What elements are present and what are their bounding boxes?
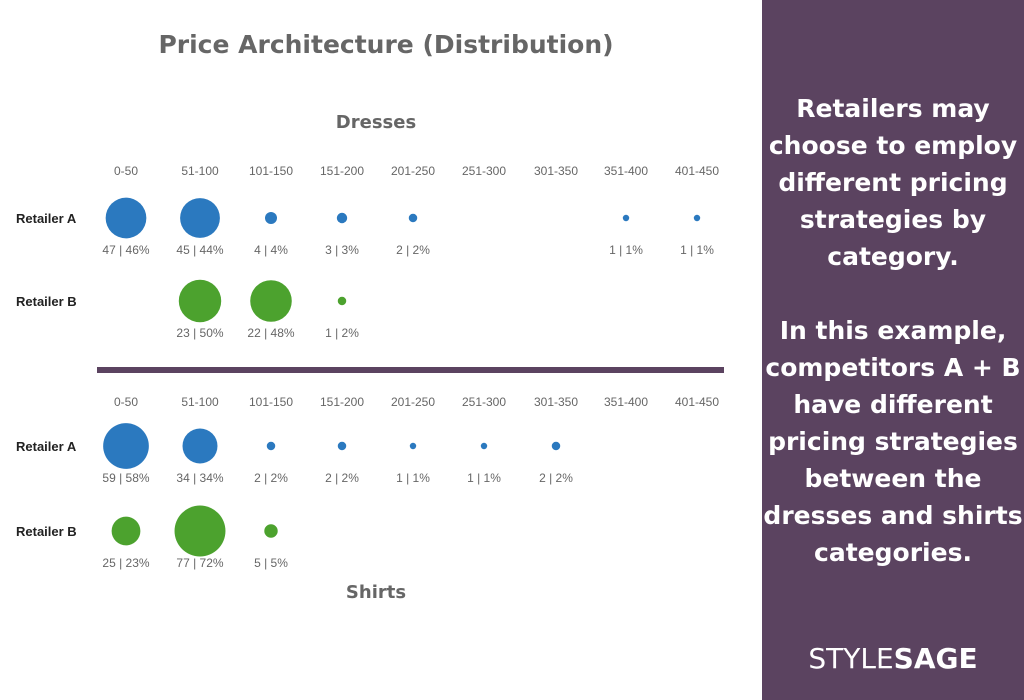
logo-sage-text: SAGE [893,642,978,675]
bubble-data-label: 59 | 58% [102,471,149,485]
category-tick-label: 151-200 [320,395,364,409]
category-tick-label: 401-450 [675,395,719,409]
bubble-data-label: 23 | 50% [176,326,223,340]
bubble-point [551,441,561,451]
bubble-point [174,505,226,557]
series-row-label: Retailer A [16,439,77,454]
category-tick-label: 0-50 [114,395,138,409]
bubble-point [182,428,218,464]
bubble-point [265,212,277,224]
sidebar-paragraph-1: Retailers may choose to employ different… [768,94,1018,271]
bubble-data-label: 1 | 1% [680,243,714,257]
category-tick-label: 51-100 [181,164,219,178]
bubble-data-label: 1 | 2% [325,326,359,340]
bubble-point [111,516,141,546]
shirts-chart-title: Shirts [345,582,407,603]
bubble-point [178,279,222,323]
dresses-chart-title: Dresses [335,112,417,133]
category-tick-label: 251-300 [462,164,506,178]
category-tick-label: 401-450 [675,164,719,178]
bubble-point [180,198,220,238]
bubble-point [409,442,417,450]
bubble-point [266,441,276,451]
bubble-data-label: 3 | 3% [325,243,359,257]
bubble-point [337,296,347,306]
sidebar-text: Retailers may choose to employ different… [762,90,1024,608]
bubble-point [103,423,149,469]
bubble-data-label: 4 | 4% [254,243,288,257]
bubble-point [693,214,701,222]
bubble-point [336,212,348,224]
bubble-point [408,213,418,223]
bubble-data-label: 47 | 46% [102,243,149,257]
bubble-data-label: 2 | 2% [396,243,430,257]
logo-style-text: STYLE [808,642,894,675]
category-tick-label: 101-150 [249,395,293,409]
bubble-data-label: 5 | 5% [254,556,288,570]
category-tick-label: 0-50 [114,164,138,178]
bubble-point [622,214,630,222]
bubble-data-label: 2 | 2% [254,471,288,485]
bubble-point [250,280,292,322]
page-title: Price Architecture (Distribution) [158,30,614,59]
category-tick-label: 251-300 [462,395,506,409]
bubble-data-label: 2 | 2% [539,471,573,485]
category-tick-label: 101-150 [249,164,293,178]
category-tick-label: 351-400 [604,395,648,409]
bubble-data-label: 22 | 48% [247,326,294,340]
stylesage-logo: STYLESAGE [762,642,1024,675]
series-row-label: Retailer B [16,294,77,309]
series-row-label: Retailer B [16,524,77,539]
category-tick-label: 151-200 [320,164,364,178]
bubble-data-label: 1 | 1% [609,243,643,257]
bubble-data-label: 34 | 34% [176,471,223,485]
price-distribution-charts: 0-50 51-100 101-150 151-200 201-250 251-300 30… [16,164,724,570]
category-tick-label: 201-250 [391,395,435,409]
bubble-point [337,441,347,451]
bubble-data-label: 45 | 44% [176,243,223,257]
series-row-label: Retailer A [16,211,77,226]
category-tick-label: 301-350 [534,164,578,178]
category-tick-label: 201-250 [391,164,435,178]
bubble-data-label: 1 | 1% [396,471,430,485]
bubble-data-label: 1 | 1% [467,471,501,485]
category-tick-label: 301-350 [534,395,578,409]
sidebar-paragraph-2: In this example, competitors A + B have … [763,316,1023,567]
bubble-point [264,524,278,538]
bubble-point [105,197,147,239]
category-tick-label: 51-100 [181,395,219,409]
bubble-data-label: 2 | 2% [325,471,359,485]
sidebar-panel: Retailers may choose to employ different… [762,0,1024,700]
category-tick-label: 351-400 [604,164,648,178]
bubble-data-label: 25 | 23% [102,556,149,570]
bubble-data-label: 77 | 72% [176,556,223,570]
bubble-point [480,442,488,450]
